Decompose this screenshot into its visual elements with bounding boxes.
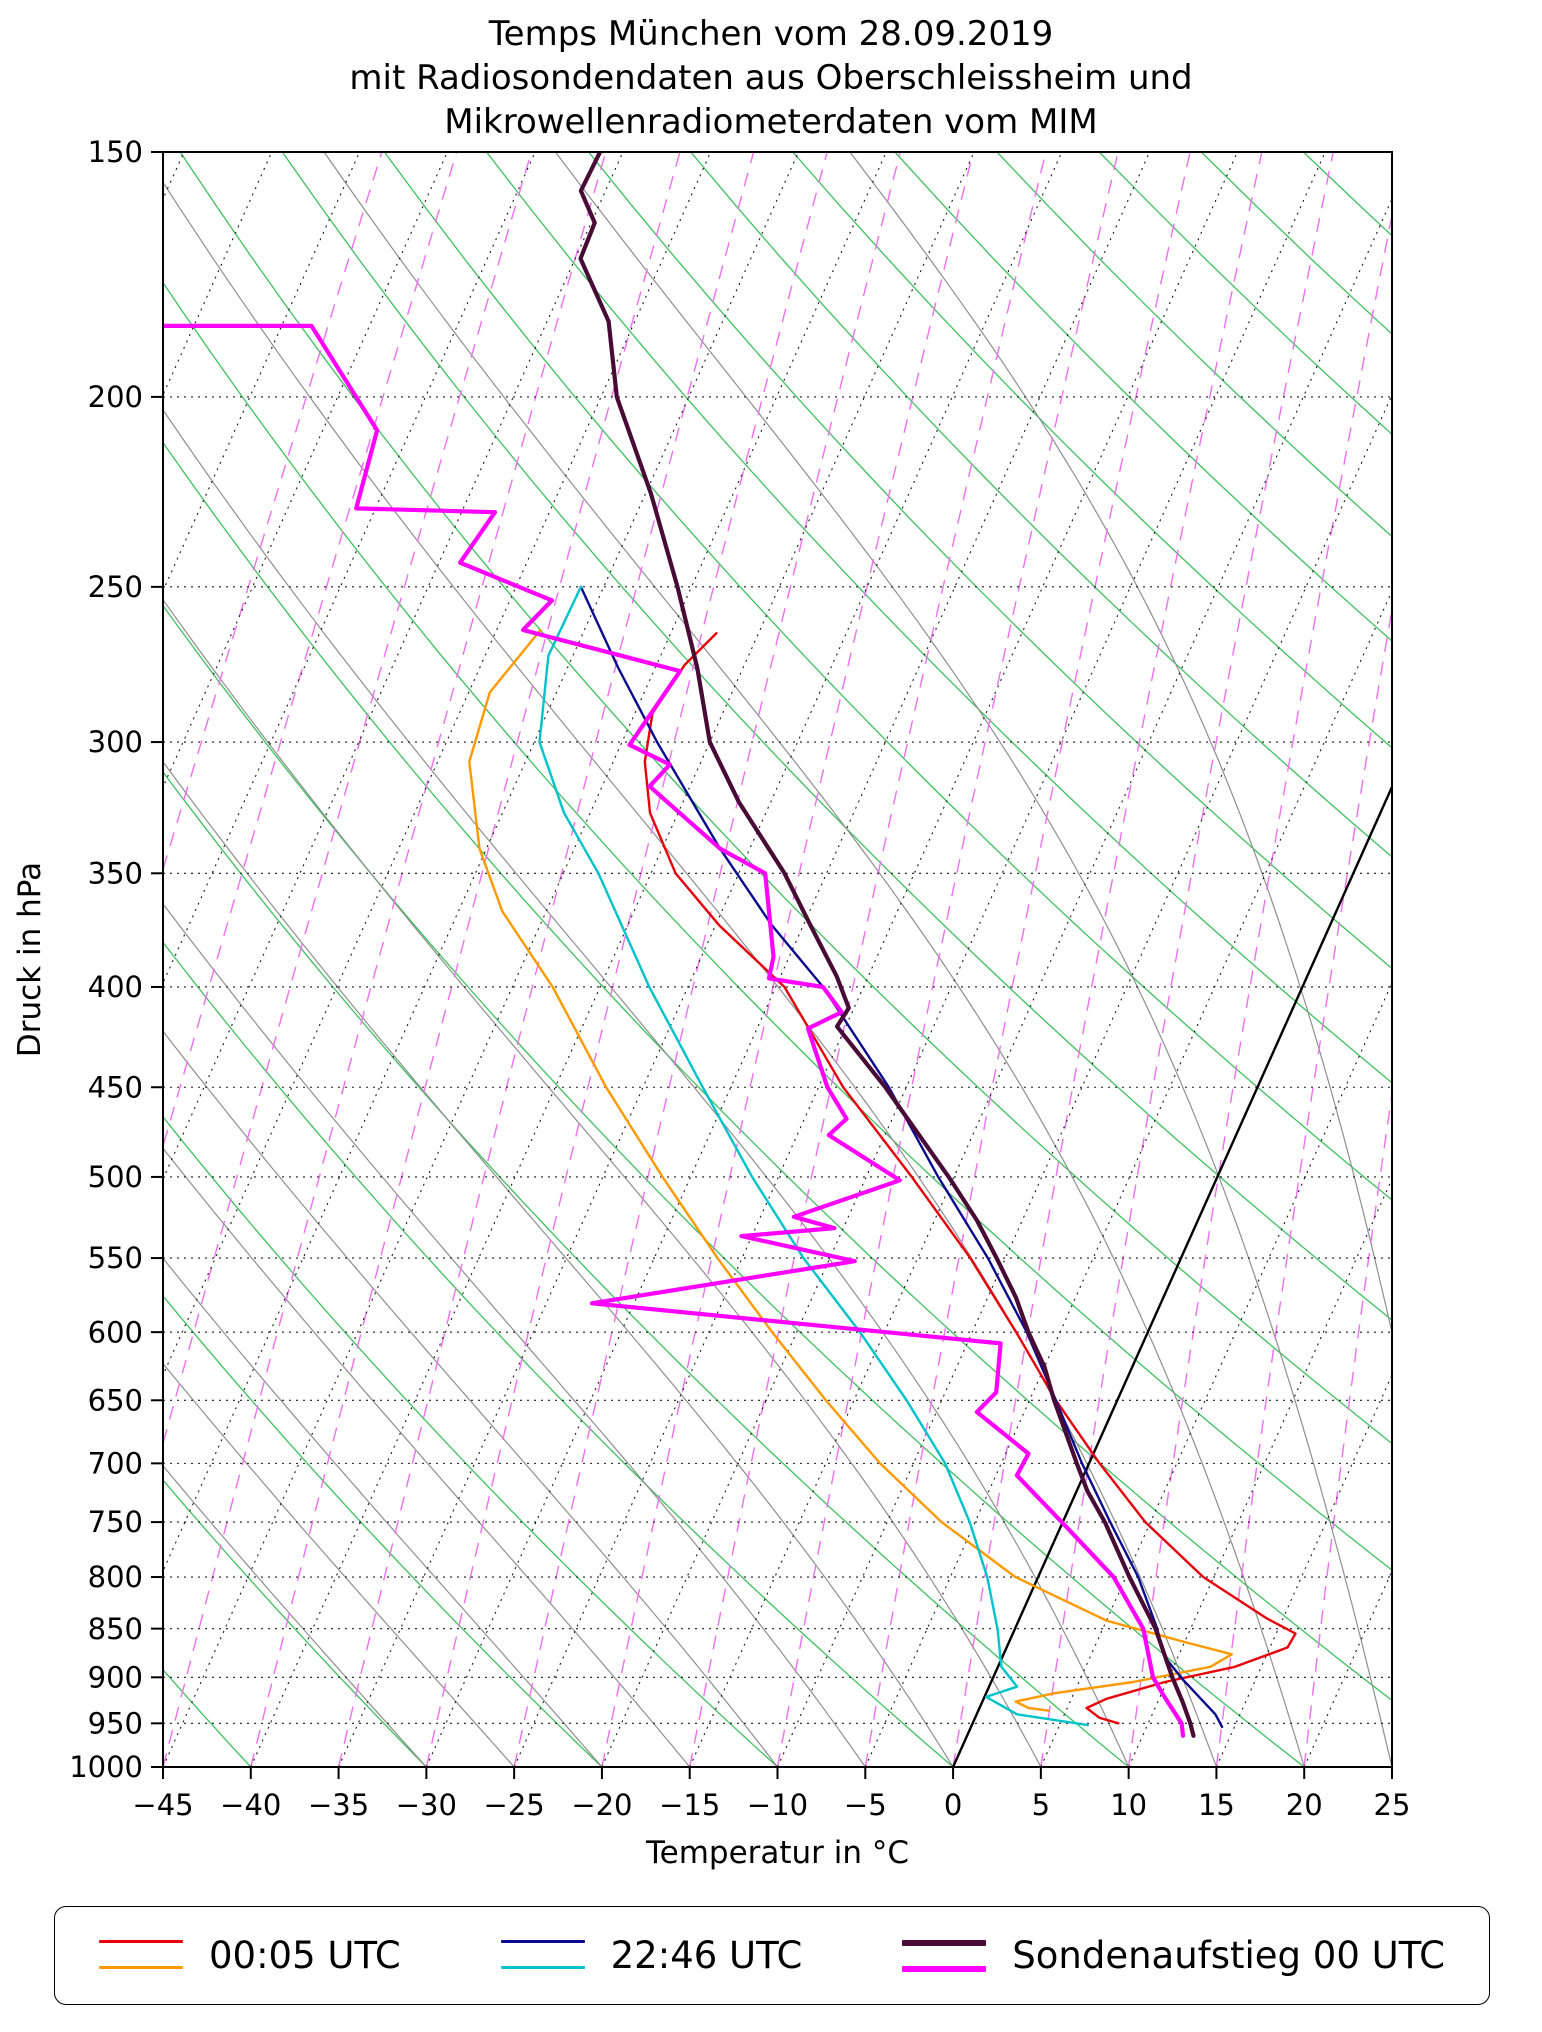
x-tick-label: 25 [1374,1788,1411,1822]
legend-line-swatch [500,1924,585,1988]
y-tick-label: 300 [88,725,143,759]
y-tick-label: 900 [88,1660,143,1694]
legend-line-t_0005 [99,1939,183,1943]
legend-line-t_2246 [500,1939,585,1943]
chart-title-line2: mit Radiosondendaten aus Oberschleisshei… [349,58,1193,98]
y-tick-label: 800 [88,1560,143,1594]
legend-line-td_sonde [902,1965,987,1972]
x-tick-label: −40 [220,1788,281,1822]
x-tick-label: 20 [1286,1788,1323,1822]
y-tick-label: 200 [88,380,143,414]
series-td_0005 [468,628,1234,1712]
y-tick-label: 750 [88,1505,143,1539]
series-t_sonde [578,152,1196,1738]
pressure-gridlines [163,396,1392,1724]
y-tick-label: 250 [88,570,143,604]
legend-line-swatch [99,1924,183,1988]
legend-entry: 22:46 UTC [500,1924,803,1988]
y-tick-label: 950 [88,1706,143,1740]
x-tick-label: −10 [747,1788,808,1822]
x-tick-label: −5 [844,1788,887,1822]
legend: 00:05 UTC 22:46 UTC Sondenaufstieg 00 UTC [54,1906,1490,2005]
x-tick-label: 0 [944,1788,962,1822]
moist-adiabats [163,152,1392,1767]
sounding-series [163,152,1297,1738]
x-tick-label: −15 [659,1788,720,1822]
y-tick-label: 700 [88,1447,143,1481]
y-tick-label: 350 [88,856,143,890]
legend-label: 22:46 UTC [610,1934,803,1977]
x-tick-label: −30 [396,1788,457,1822]
legend-label: 00:05 UTC [209,1934,401,1977]
y-tick-label: 400 [88,970,143,1004]
mixing-ratio-lines [163,152,1392,1767]
legend-line-td_2246 [500,1965,585,1969]
axis-frame [162,151,1393,1768]
y-tick-label: 850 [88,1612,143,1646]
series-td_2246 [538,585,1089,1727]
zero-isotherm [951,783,1392,1767]
x-tick-label: −35 [308,1788,369,1822]
x-axis-label: Temperatur in °C [645,1835,909,1871]
y-tick-label: 450 [88,1070,143,1104]
y-tick-label: 550 [88,1241,143,1275]
chart-title: Temps München vom 28.09.2019 mit Radioso… [0,12,1542,144]
x-tick-label: −20 [571,1788,632,1822]
legend-label: Sondenaufstieg 00 UTC [1012,1934,1445,1977]
y-axis-ticks: 150 200 250 300 350 400 450 500 550 600 650 700 750 8… [69,135,163,1784]
y-tick-label: 150 [88,135,143,169]
x-tick-label: 5 [1032,1788,1050,1822]
y-tick-label: 600 [88,1315,143,1349]
x-tick-label: −25 [484,1788,545,1822]
y-tick-label: 500 [88,1160,143,1194]
legend-line-swatch [902,1924,987,1988]
legend-line-t_sonde [902,1939,987,1946]
series-t_0005 [643,632,1297,1725]
x-tick-label: −45 [132,1788,193,1822]
series-td_sonde [163,323,1186,1738]
y-tick-label: 1000 [69,1750,143,1784]
legend-entry: Sondenaufstieg 00 UTC [902,1924,1445,1988]
x-tick-label: 10 [1110,1788,1147,1822]
chart-title-line1: Temps München vom 28.09.2019 [488,14,1054,54]
isotherms [163,152,1392,1767]
x-axis-ticks: −45 −40 −35 −30 −25 −20 −15 −10 −5 0 5 10 15 20 25 [132,1767,1410,1822]
y-tick-label: 650 [88,1383,143,1417]
series-t_2246 [579,585,1224,1729]
legend-entry: 00:05 UTC [99,1924,401,1988]
chart-title-line3: Mikrowellenradiometerdaten vom MIM [444,102,1098,142]
legend-line-td_0005 [99,1965,183,1969]
y-axis-label: Druck in hPa [12,862,48,1057]
x-tick-label: 15 [1198,1788,1235,1822]
